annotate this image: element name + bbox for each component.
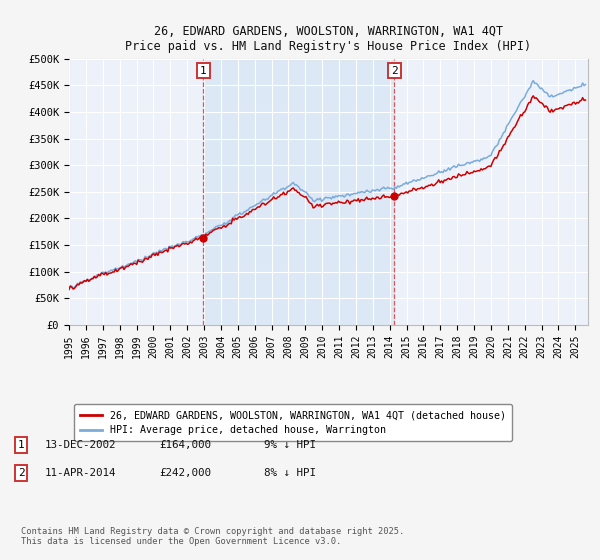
Text: 8% ↓ HPI: 8% ↓ HPI bbox=[264, 468, 316, 478]
Text: 1: 1 bbox=[17, 440, 25, 450]
Text: £164,000: £164,000 bbox=[159, 440, 211, 450]
Legend: 26, EDWARD GARDENS, WOOLSTON, WARRINGTON, WA1 4QT (detached house), HPI: Average: 26, EDWARD GARDENS, WOOLSTON, WARRINGTON… bbox=[74, 404, 512, 441]
Bar bbox=[203, 59, 394, 325]
Text: 2: 2 bbox=[17, 468, 25, 478]
Title: 26, EDWARD GARDENS, WOOLSTON, WARRINGTON, WA1 4QT
Price paid vs. HM Land Registr: 26, EDWARD GARDENS, WOOLSTON, WARRINGTON… bbox=[125, 25, 532, 53]
Text: 11-APR-2014: 11-APR-2014 bbox=[45, 468, 116, 478]
Text: 1: 1 bbox=[200, 66, 207, 76]
Text: 9% ↓ HPI: 9% ↓ HPI bbox=[264, 440, 316, 450]
Text: Contains HM Land Registry data © Crown copyright and database right 2025.
This d: Contains HM Land Registry data © Crown c… bbox=[21, 526, 404, 546]
Text: 13-DEC-2002: 13-DEC-2002 bbox=[45, 440, 116, 450]
Text: 2: 2 bbox=[391, 66, 398, 76]
Text: £242,000: £242,000 bbox=[159, 468, 211, 478]
